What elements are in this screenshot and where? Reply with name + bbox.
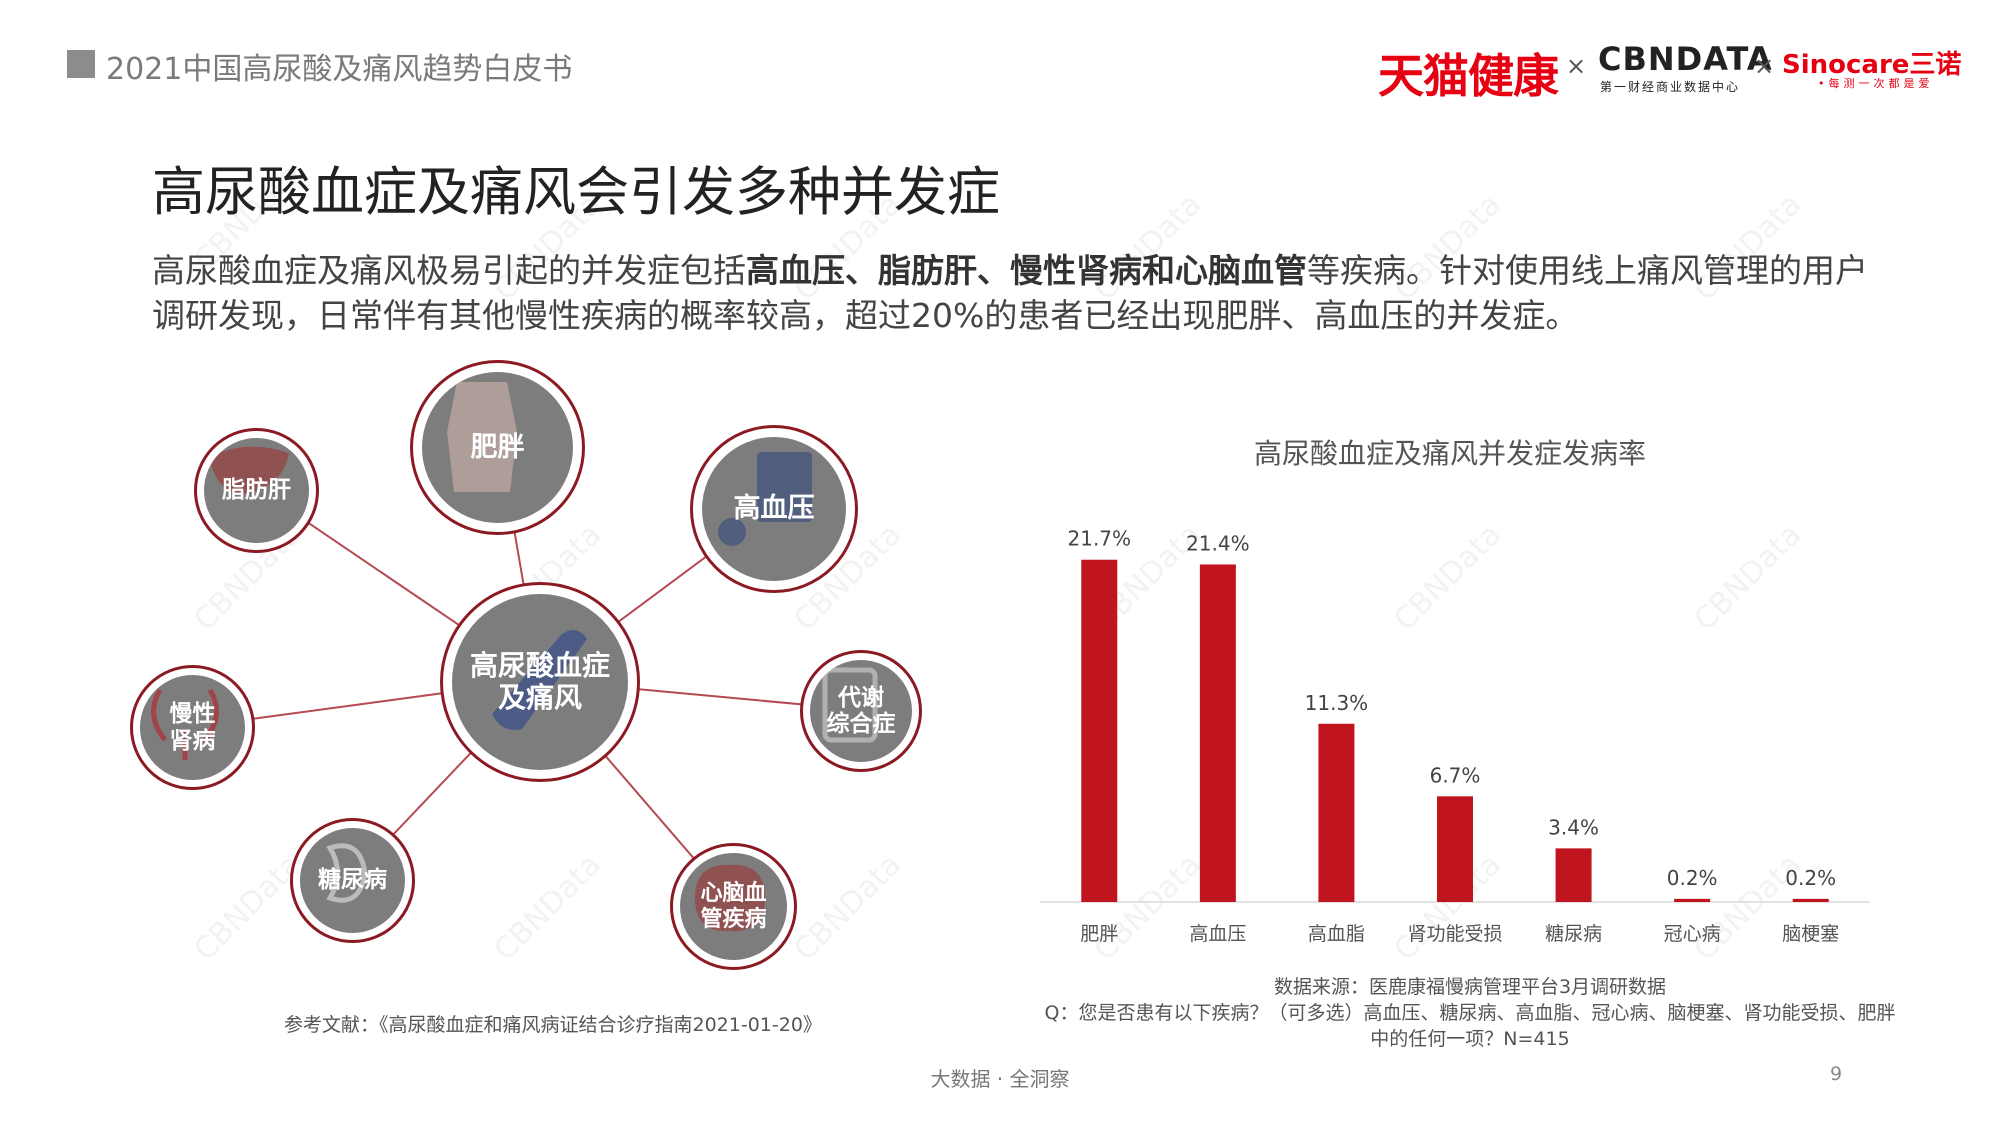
reference-note: 参考文献：《高尿酸血症和痛风病证结合诊疗指南2021-01-20》 — [284, 1014, 822, 1036]
node-chronic-kidney-disease: 慢性 肾病 — [130, 665, 255, 790]
node-label: 代谢 综合症 — [826, 684, 896, 737]
intro-text: 高尿酸血症及痛风极易引起的并发症包括 — [152, 251, 746, 290]
times-sign: × — [1754, 52, 1775, 80]
body-silhouette-icon — [447, 382, 517, 492]
bar-2 — [1318, 723, 1355, 902]
brain-icon — [695, 864, 765, 932]
page-number: 9 — [1830, 1063, 1843, 1085]
cbndata-logo-subtitle: 第一财经商业数据中心 — [1600, 80, 1741, 94]
incidence-bar-chart: 21.7% 肥胖 21.4% 高血压 11.3% 高血脂 6.7% 肾功能受损 3.4% 糖尿病 0… — [1040, 527, 1870, 945]
category-label-1: 高血压 — [1189, 923, 1246, 945]
node-label: 糖尿病 — [318, 867, 387, 894]
tmall-health-logo: 天猫健康 — [1378, 49, 1559, 103]
footer-tagline: 大数据 · 全洞察 — [930, 1067, 1070, 1091]
data-label-4: 3.4% — [1548, 815, 1599, 839]
node-label: 脂肪肝 — [222, 477, 291, 504]
node-label: 肥胖 — [470, 431, 525, 463]
category-label-4: 糖尿病 — [1545, 923, 1602, 945]
center-node-gout: 高尿酸血症 及痛风 — [440, 582, 640, 782]
data-label-5: 0.2% — [1667, 866, 1718, 890]
category-label-5: 冠心病 — [1664, 923, 1721, 945]
bar-3 — [1437, 796, 1473, 902]
bar-5 — [1674, 898, 1711, 902]
connector-lines — [191, 429, 863, 906]
times-sign: × — [1566, 52, 1587, 80]
intro-paragraph: 高尿酸血症及痛风极易引起的并发症包括高血压、脂肪肝、慢性肾病和心脑血管等疾病。针… — [152, 248, 1872, 338]
node-label: 高血压 — [733, 493, 815, 525]
intro-text: 等疾病。针对使用线上痛风管理的用户调研发现，日常伴有其他慢性疾病的概率较高，超过… — [152, 251, 1868, 335]
category-label-0: 肥胖 — [1080, 923, 1118, 945]
cbndata-logo: CBNDATA — [1598, 40, 1773, 78]
chart-title: 高尿酸血症及痛风并发症发病率 — [1253, 437, 1646, 470]
sinocare-logo: Sinocare三诺 — [1782, 50, 1962, 80]
liver-icon — [209, 446, 289, 494]
data-source-line: 数据来源：医鹿康福慢病管理平台3月调研数据 — [1273, 976, 1667, 998]
header-square-marker — [67, 50, 95, 78]
data-label-3: 6.7% — [1430, 763, 1481, 787]
bar-1 — [1199, 564, 1236, 902]
node-metabolic-syndrome: 代谢 综合症 — [800, 650, 922, 772]
survey-question-line: Q：您是否患有以下疾病？（可多选）高血压、糖尿病、高血脂、冠心病、脑梗塞、肾功能… — [1044, 1002, 1896, 1050]
intro-highlight: 高血压、脂肪肝、慢性肾病和心脑血管 — [746, 251, 1307, 290]
node-cardiovascular-disease: 心脑血 管疾病 — [670, 843, 797, 970]
data-label-1: 21.4% — [1186, 531, 1250, 555]
bar-4 — [1555, 848, 1592, 902]
node-label: 慢性 肾病 — [169, 701, 216, 754]
pancreas-icon — [326, 843, 368, 903]
data-label-0: 21.7% — [1068, 527, 1132, 551]
node-obesity: 肥胖 — [410, 360, 585, 535]
partner-logos: 天猫健康 × CBNDATA 第一财经商业数据中心 × Sinocare三诺 •… — [1378, 38, 1961, 103]
slide-title: 高尿酸血症及痛风会引发多种并发症 — [152, 162, 1000, 223]
sinocare-logo-slogan: •每测一次都是爱 — [1818, 77, 1934, 90]
complication-diagram: 高尿酸血症 及痛风 肥胖 脂肪肝 高血压 — [0, 0, 1000, 1125]
data-label-6: 0.2% — [1785, 866, 1836, 890]
node-hypertension: 高血压 — [690, 425, 858, 593]
data-label-2: 11.3% — [1305, 691, 1369, 715]
scale-icon — [822, 667, 878, 743]
category-label-6: 脑梗塞 — [1782, 923, 1839, 945]
center-node-label: 高尿酸血症 及痛风 — [469, 648, 610, 714]
node-diabetes: 糖尿病 — [290, 818, 415, 943]
report-title: 2021中国高尿酸及痛风趋势白皮书 — [106, 52, 573, 87]
node-fatty-liver: 脂肪肝 — [194, 428, 319, 553]
blood-pressure-monitor-icon — [718, 452, 812, 546]
kidney-icon — [151, 688, 219, 760]
bar-0 — [1081, 559, 1118, 902]
category-label-3: 肾功能受损 — [1407, 923, 1502, 945]
bar-6 — [1792, 898, 1829, 902]
node-label: 心脑血 管疾病 — [700, 881, 767, 932]
gout-foot-icon — [492, 630, 587, 730]
data-source-note: 数据来源：医鹿康福慢病管理平台3月调研数据 Q：您是否患有以下疾病？（可多选）高… — [1040, 974, 1900, 1052]
category-label-2: 高血脂 — [1308, 923, 1365, 945]
